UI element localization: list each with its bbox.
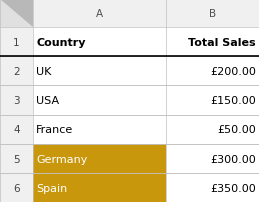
Bar [0,86,33,115]
Bar [166,0,259,28]
Text: USA: USA [36,96,59,106]
Bar [33,0,166,28]
Bar [166,115,259,144]
Text: 5: 5 [13,154,20,164]
Bar [0,0,33,28]
Bar [0,115,33,144]
Bar [33,57,166,86]
Bar [33,86,166,115]
Text: Spain: Spain [36,183,68,193]
Bar [33,28,166,57]
Polygon shape [0,0,33,28]
Bar [166,57,259,86]
Bar [0,57,33,86]
Bar [0,173,33,202]
Bar [33,144,166,173]
Text: £50.00: £50.00 [217,125,256,135]
Bar [166,86,259,115]
Text: 2: 2 [13,66,20,77]
Text: 4: 4 [13,125,20,135]
Bar [166,28,259,57]
Text: 1: 1 [13,37,20,47]
Text: Total Sales: Total Sales [188,37,256,47]
Text: £350.00: £350.00 [210,183,256,193]
Text: A: A [96,9,103,19]
Bar [0,28,33,57]
Text: France: France [36,125,74,135]
Bar [33,173,166,202]
Text: 6: 6 [13,183,20,193]
Bar [0,144,33,173]
Text: Country: Country [36,37,86,47]
Text: £150.00: £150.00 [210,96,256,106]
Text: £300.00: £300.00 [210,154,256,164]
Bar [33,115,166,144]
Text: UK: UK [36,66,52,77]
Text: B: B [209,9,216,19]
Text: £200.00: £200.00 [210,66,256,77]
Bar [166,173,259,202]
Bar [166,144,259,173]
Text: 3: 3 [13,96,20,106]
Text: Germany: Germany [36,154,88,164]
